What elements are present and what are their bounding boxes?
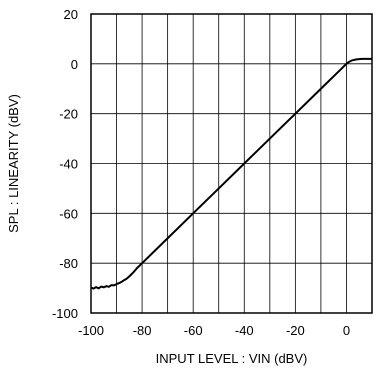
x-tick-label: 0 <box>343 323 350 338</box>
y-tick-label: -100 <box>52 306 78 321</box>
x-tick-label: -100 <box>78 323 104 338</box>
y-tick-labels: 20 0 -20 -40 -60 -80 -100 <box>52 7 78 321</box>
series-group <box>90 57 372 290</box>
x-axis-label: INPUT LEVEL : VIN (dBV) <box>156 351 308 366</box>
y-tick-label: -40 <box>59 157 78 172</box>
y-tick-label: -60 <box>59 206 78 221</box>
series-line <box>90 57 372 290</box>
y-tick-label: 0 <box>71 57 78 72</box>
x-tick-label: -60 <box>184 323 203 338</box>
x-tick-label: -80 <box>133 323 152 338</box>
grid-lines <box>91 14 372 313</box>
x-tick-label: -20 <box>286 323 305 338</box>
plot-frame <box>90 13 373 314</box>
y-tick-label: -20 <box>59 107 78 122</box>
y-axis-label: SPL : LINEARITY (dBV) <box>6 94 21 233</box>
x-tick-label: -40 <box>235 323 254 338</box>
y-tick-label: 20 <box>64 7 78 22</box>
x-tick-labels: -100 -80 -60 -40 -20 0 <box>78 323 350 338</box>
y-tick-label: -80 <box>59 256 78 271</box>
